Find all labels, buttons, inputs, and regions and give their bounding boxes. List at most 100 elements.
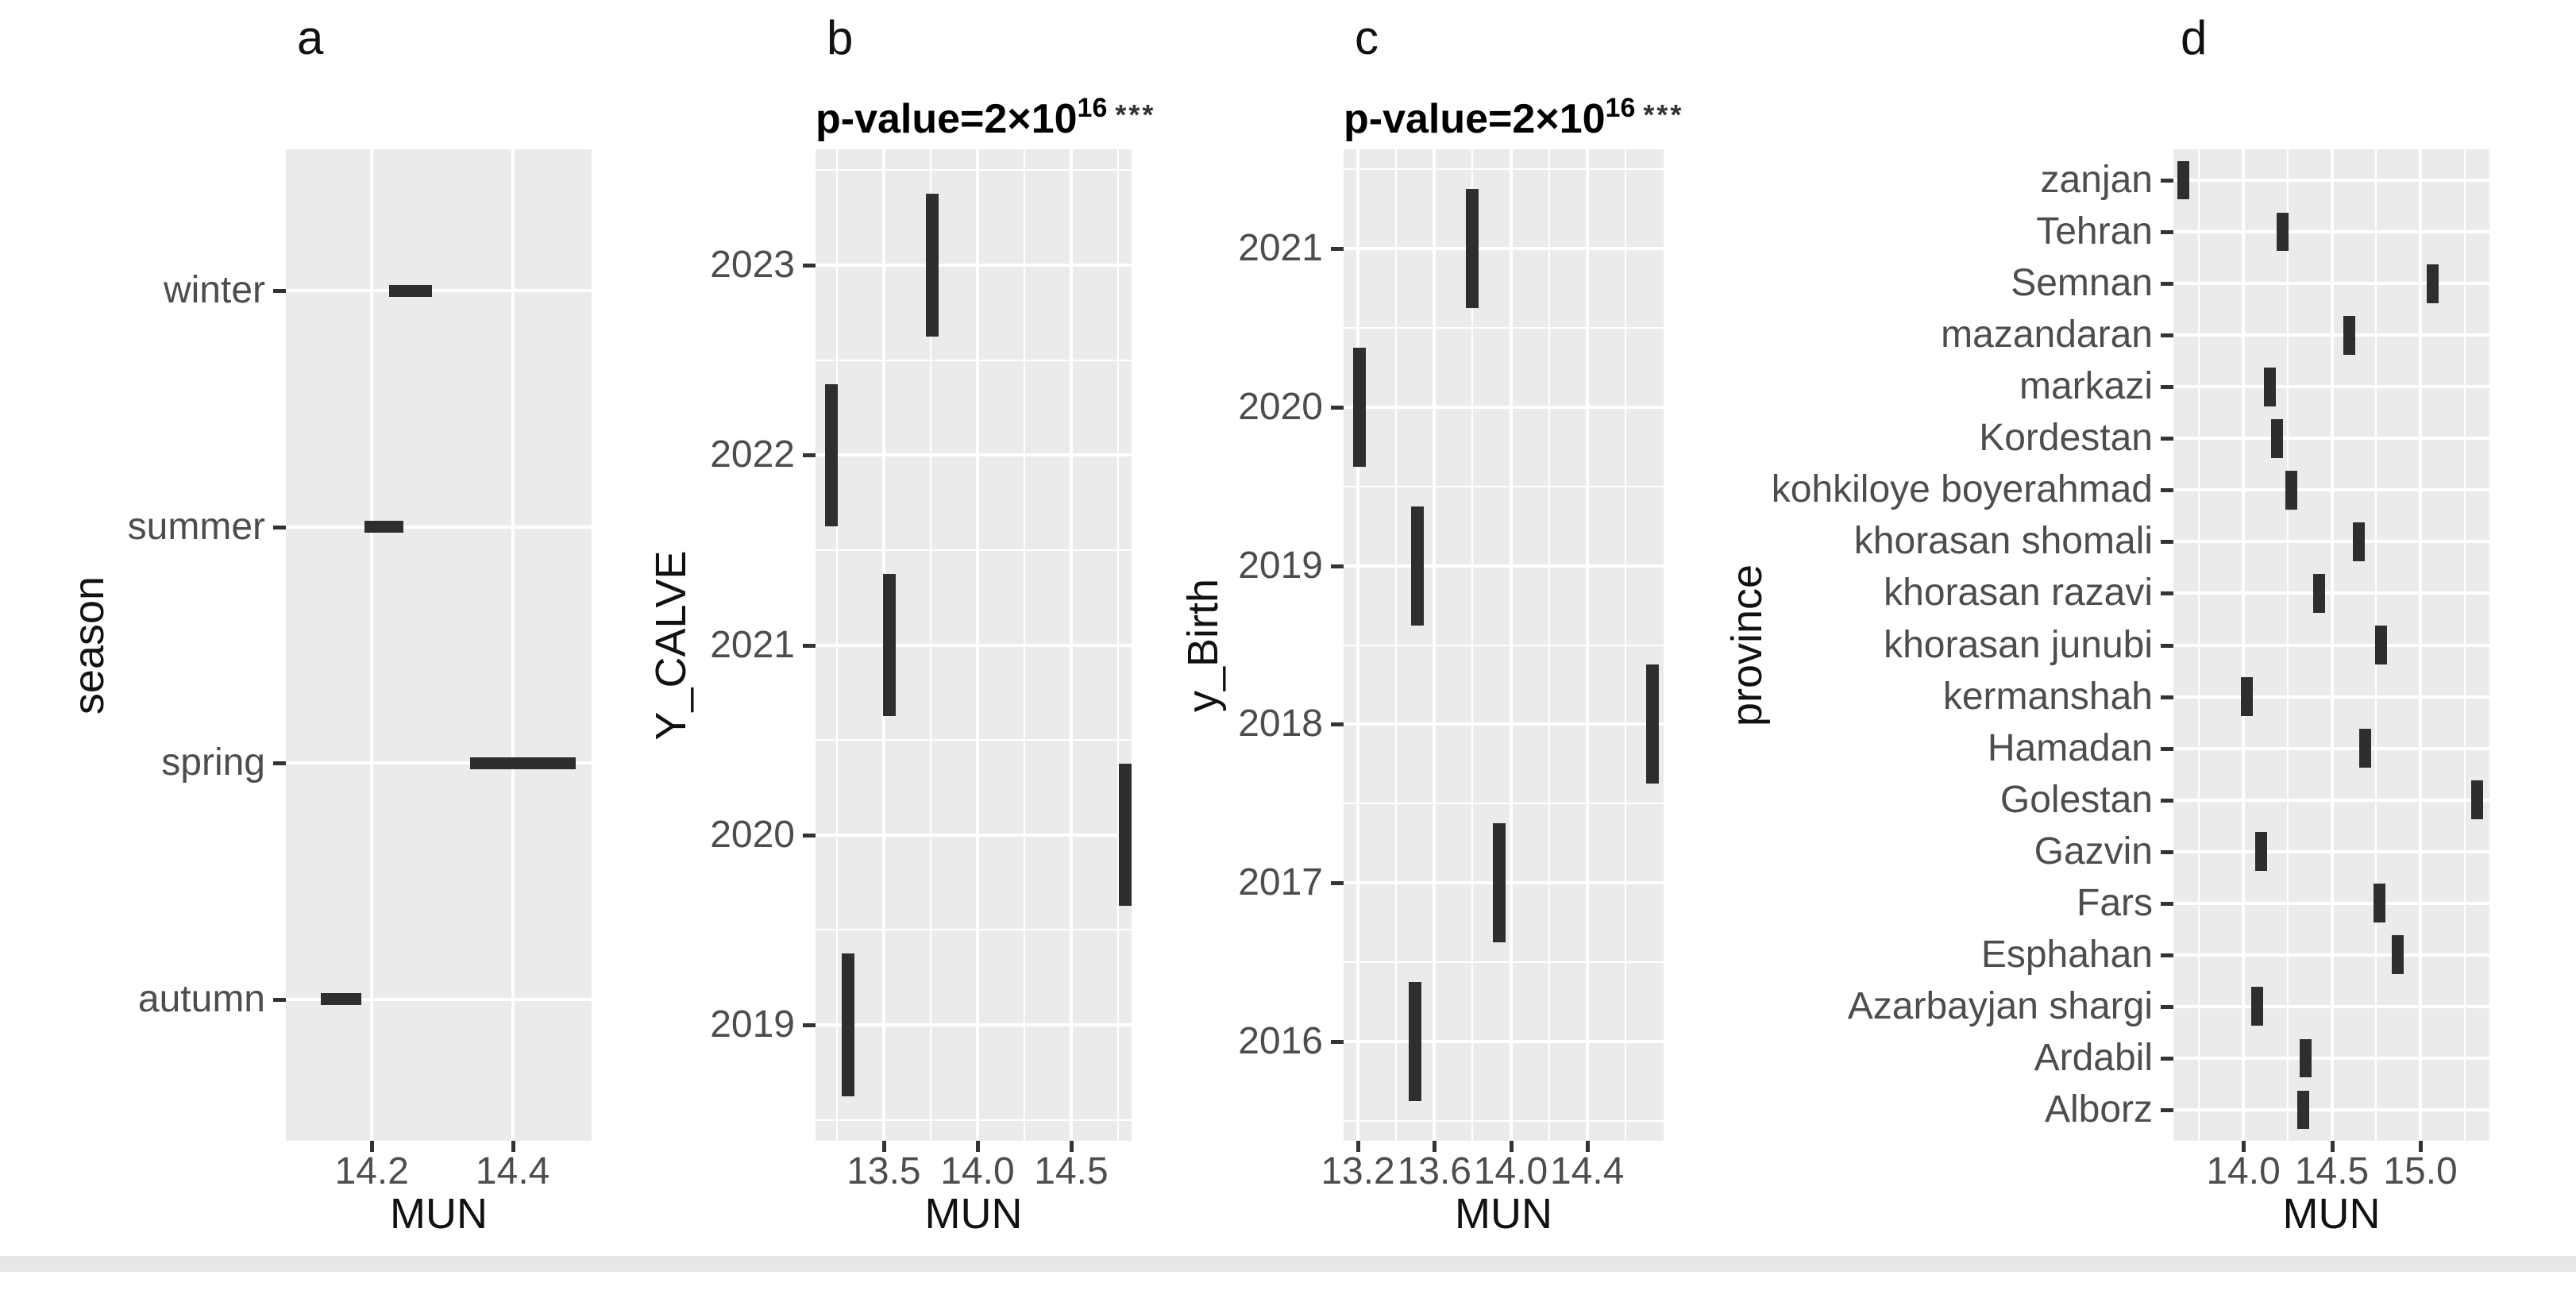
panel-c-bar-2019 [1410,506,1424,626]
panel-c-subtitle: p-value=2×1016 *** [1344,86,1683,141]
panel-c-bar-2021 [1466,188,1479,308]
panel-d-y-major-gridline [2173,333,2489,337]
panel-c-x-tick-label: 13.2 [1321,1150,1395,1192]
panel-d-y-tick-label: Ardabil [2034,1036,2153,1079]
panel-b-bar-2023 [926,194,939,337]
panel-d-bar-Golestan [2470,780,2483,820]
panel-d-y-tick-label: Fars [2077,881,2153,924]
panel-d-y-tick [2161,953,2173,957]
panel-d-y-major-gridline [2173,488,2489,492]
panel-d-y-tick-label: kohkiloye boyerahmad [1771,468,2153,511]
panel-a-x-major-gridline [370,149,374,1141]
panel-d-y-tick [2161,746,2173,751]
panel-a-bar-summer [364,521,404,533]
panel-b-y-minor-gridline [816,929,1132,931]
panel-c-x-tick-label: 14.0 [1473,1150,1548,1192]
panel-d-bar-markazi [2264,367,2277,406]
panel-a-y-major-gridline [286,525,592,529]
panel-d-y-tick-label: Semnan [2011,262,2153,305]
panel-d-y-tick-label: khorasan junubi [1884,623,2153,666]
panel-d-y-major-gridline [2173,695,2489,699]
panel-d-y-tick-label: Gazvin [2034,830,2153,872]
panel-b-x-tick [881,1141,886,1152]
panel-d-y-tick [2161,385,2173,390]
panel-c-y-minor-gridline [1344,1120,1664,1123]
panel-b-bar-2021 [883,573,896,717]
panel-d-y-tick-label: mazandaran [1941,314,2153,356]
panel-b-x-tick [1069,1141,1074,1152]
panel-b-y-major-gridline [816,263,1132,267]
panel-d-y-major-gridline [2173,179,2489,183]
panel-c-y-minor-gridline [1344,326,1664,329]
panel-b-bar-2019 [842,953,855,1096]
panel-d-y-tick [2161,540,2173,545]
panel-d-bar-Alborz [2297,1090,2310,1130]
panel-d-y-major-gridline [2173,385,2489,389]
panel-c-y-major-gridline [1344,246,1664,250]
panel-d-bar-mazandaran [2343,315,2356,355]
panel-d-x-tick [2419,1141,2424,1152]
panel-d-y-tick-label: Esphahan [1980,933,2153,976]
panel-b-y-tick [803,833,816,838]
panel-c-subtitle-text: p-value=2×10 [1344,96,1606,142]
panel-d-bar-zanjan [2177,160,2189,200]
panel-d-y-tick [2161,333,2173,338]
panel-a-x-major-gridline [511,149,515,1141]
panel-d-y-major-gridline [2173,230,2489,234]
panel-b-y-minor-gridline [816,169,1132,171]
panel-c-bar-2017 [1493,823,1506,943]
panel-d-y-tick-label: khorasan shomali [1853,520,2153,563]
panel-d-x-tick-label: 14.0 [2206,1150,2281,1192]
panel-b-y-minor-gridline [816,739,1132,741]
panel-a-y-tick-label: autumn [137,977,265,1020]
panel-b-y-tick [803,1023,816,1028]
panel-a-letter: a [297,11,324,64]
panel-c-x-tick [1509,1141,1514,1152]
panel-b-bar-2020 [1119,764,1132,907]
panel-d-y-tick [2161,1107,2173,1112]
panel-d-y-major-gridline [2173,746,2489,750]
panel-d-y-tick [2161,849,2173,854]
panel-d-bar-Tehran [2276,212,2289,252]
panel-d-y-tick-label: Hamadan [1987,726,2153,769]
panel-d-y-major-gridline [2173,849,2489,853]
panel-c-y-tick [1331,564,1344,568]
panel-d-y-major-gridline [2173,540,2489,544]
panel-b-x-tick [975,1141,980,1152]
panel-b-y-tick-label: 2023 [710,243,795,286]
panel-a-y-tick [273,761,286,766]
panel-c-y-tick [1331,722,1344,727]
bottom-divider [0,1256,2576,1272]
panel-c-x-tick [1433,1141,1437,1152]
panel-c-x-axis-title: MUN [1455,1190,1552,1238]
panel-c-y-tick-label: 2020 [1238,385,1323,428]
panel-c-x-tick-label: 13.6 [1397,1150,1471,1192]
panel-c-y-tick-label: 2018 [1238,703,1323,745]
panel-b-y-major-gridline [816,453,1132,457]
panel-d-y-tick-label: khorasan razavi [1884,572,2153,614]
panel-b-y-tick [803,263,816,268]
panel-b-y-axis-title: Y_CALVE [647,549,695,741]
panel-b-y-tick-label: 2019 [710,1003,795,1046]
panel-d-y-tick-label: Kordestan [1979,417,2153,460]
panel-d-y-tick [2161,282,2173,287]
panel-c-y-tick-label: 2019 [1238,544,1323,587]
panel-c-y-minor-gridline [1344,961,1664,964]
panel-c-bar-2018 [1645,664,1659,784]
panel-b-y-tick [803,453,816,458]
panel-d-y-tick [2161,695,2173,699]
panel-b-x-tick-label: 14.0 [940,1150,1015,1192]
panel-c-y-tick [1331,1040,1344,1045]
panel-d-y-major-gridline [2173,643,2489,647]
panel-b-y-tick [803,643,816,648]
panel-d-y-major-gridline [2173,798,2489,802]
panel-d-y-tick-label: zanjan [2040,159,2153,202]
panel-d-y-major-gridline [2173,1056,2489,1060]
panel-d-bar-Ardabil [2299,1038,2312,1078]
panel-c-y-major-gridline [1344,722,1664,726]
panel-d-y-tick [2161,591,2173,596]
panel-b-y-tick-label: 2022 [710,433,795,476]
panel-c-y-tick [1331,881,1344,886]
panel-c-y-minor-gridline [1344,168,1664,170]
